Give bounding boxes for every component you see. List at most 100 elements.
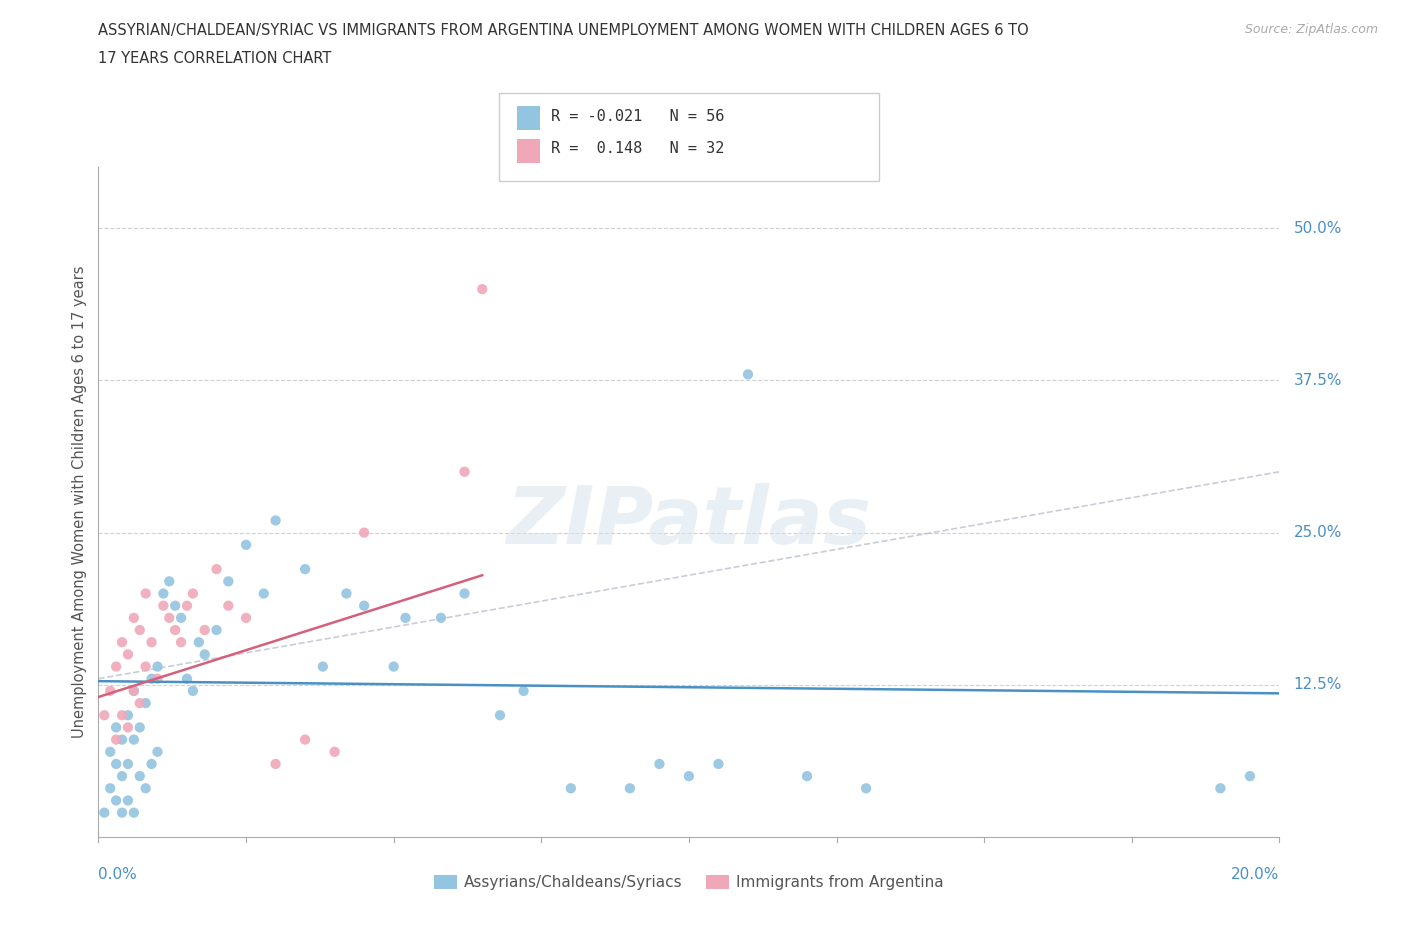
Point (181, 684, 204, 698)
Point (264, 513, 287, 528)
Point (111, 732, 134, 747)
Point (105, 659, 128, 674)
Point (135, 586, 157, 601)
Point (135, 696, 157, 711)
Point (312, 659, 335, 674)
Point (235, 610, 257, 625)
Point (117, 647, 139, 662)
Point (135, 781, 157, 796)
Point (1239, 769, 1261, 784)
Point (111, 635, 134, 650)
Point (93, 805, 115, 820)
Point (194, 647, 217, 662)
Point (122, 610, 145, 625)
Point (157, 574, 180, 589)
Point (165, 598, 187, 613)
Point (93, 708, 115, 723)
Point (111, 708, 134, 723)
Text: R =  0.148   N = 32: R = 0.148 N = 32 (551, 141, 724, 156)
Point (253, 586, 276, 601)
Point (122, 684, 145, 698)
Point (737, 367, 759, 382)
Text: 20.0%: 20.0% (1232, 867, 1279, 883)
Point (98, 744, 121, 759)
Point (855, 781, 877, 796)
Point (105, 793, 128, 808)
Point (453, 586, 475, 601)
Point (294, 732, 316, 747)
Point (128, 720, 150, 735)
Point (146, 659, 169, 674)
Point (187, 635, 209, 650)
Point (98, 781, 121, 796)
Point (430, 610, 453, 625)
Point (194, 622, 217, 637)
Text: 17 YEARS CORRELATION CHART: 17 YEARS CORRELATION CHART (98, 51, 332, 66)
Point (1209, 781, 1232, 796)
Point (122, 684, 145, 698)
Point (117, 756, 139, 771)
Point (135, 659, 157, 674)
Point (152, 598, 174, 613)
Point (141, 671, 163, 686)
Y-axis label: Unemployment Among Women with Children Ages 6 to 17 years: Unemployment Among Women with Children A… (72, 266, 87, 738)
Text: Source: ZipAtlas.com: Source: ZipAtlas.com (1244, 23, 1378, 36)
Point (141, 756, 163, 771)
Point (471, 282, 494, 297)
Text: ASSYRIAN/CHALDEAN/SYRIAC VS IMMIGRANTS FROM ARGENTINA UNEMPLOYMENT AMONG WOMEN W: ASSYRIAN/CHALDEAN/SYRIAC VS IMMIGRANTS F… (98, 23, 1029, 38)
Point (146, 671, 169, 686)
Point (128, 696, 150, 711)
Point (235, 538, 257, 552)
Point (205, 562, 228, 577)
Point (122, 732, 145, 747)
Point (353, 525, 375, 540)
Point (157, 610, 180, 625)
Point (560, 781, 582, 796)
Point (122, 805, 145, 820)
Text: 12.5%: 12.5% (1294, 677, 1341, 692)
Point (176, 598, 198, 613)
Text: 50.0%: 50.0% (1294, 220, 1341, 236)
Point (678, 769, 700, 784)
Text: 0.0%: 0.0% (98, 867, 138, 883)
Point (217, 574, 239, 589)
Text: 25.0%: 25.0% (1294, 525, 1341, 540)
Point (707, 756, 730, 771)
Point (619, 781, 641, 796)
Point (181, 586, 204, 601)
Point (165, 622, 187, 637)
Point (128, 622, 150, 637)
Point (152, 586, 174, 601)
Point (394, 610, 416, 625)
Point (335, 586, 357, 601)
Point (141, 635, 163, 650)
Point (489, 708, 512, 723)
Text: ZIPatlas: ZIPatlas (506, 484, 872, 562)
Point (323, 744, 346, 759)
Text: 37.5%: 37.5% (1294, 373, 1343, 388)
Point (146, 744, 169, 759)
Point (453, 464, 475, 479)
Point (217, 598, 239, 613)
Point (512, 684, 534, 698)
Point (176, 671, 198, 686)
Point (105, 720, 128, 735)
Point (170, 635, 193, 650)
Point (117, 720, 139, 735)
Point (117, 708, 139, 723)
Point (796, 769, 818, 784)
Point (353, 598, 375, 613)
Point (111, 769, 134, 784)
Text: R = -0.021   N = 56: R = -0.021 N = 56 (551, 109, 724, 124)
Point (170, 610, 193, 625)
Point (105, 732, 128, 747)
Legend: Assyrians/Chaldeans/Syriacs, Immigrants from Argentina: Assyrians/Chaldeans/Syriacs, Immigrants … (427, 869, 950, 897)
Point (264, 756, 287, 771)
Point (648, 756, 671, 771)
Point (205, 622, 228, 637)
Point (98, 684, 121, 698)
Point (111, 805, 134, 820)
Point (294, 562, 316, 577)
Point (117, 793, 139, 808)
Point (382, 659, 405, 674)
